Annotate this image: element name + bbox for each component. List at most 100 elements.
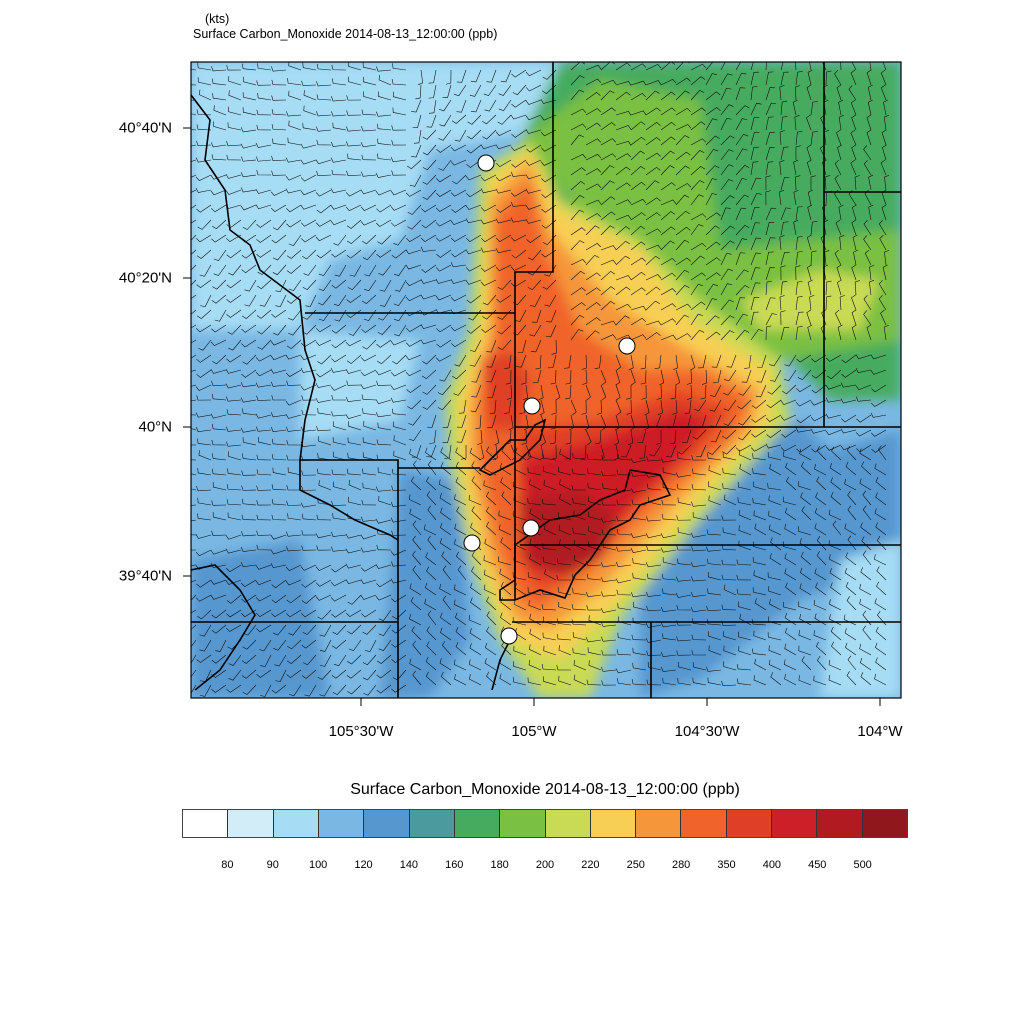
- wind-barb: [585, 183, 602, 191]
- wind-barb: [256, 109, 272, 116]
- wind-barb: [526, 144, 542, 153]
- wind-barb: [196, 324, 212, 333]
- wind-barb: [241, 339, 257, 348]
- wind-barb: [360, 204, 377, 211]
- wind-barb: [450, 144, 467, 152]
- wind-barb: [883, 99, 889, 116]
- wind-barb: [707, 453, 722, 461]
- wind-barb: [347, 437, 362, 446]
- wind-barb: [675, 107, 691, 116]
- wind-barb: [645, 137, 661, 146]
- wind-barb: [838, 99, 844, 116]
- wind-barb: [690, 562, 707, 568]
- wind-barb: [640, 354, 647, 370]
- wind-barb: [405, 339, 422, 347]
- wind-barb: [738, 631, 752, 641]
- colorbar-level-label: 280: [671, 859, 691, 871]
- wind-barb: [570, 123, 587, 131]
- wind-barb: [869, 279, 875, 296]
- wind-barb: [271, 66, 287, 72]
- wind-barb: [525, 129, 542, 134]
- wind-barb: [286, 111, 302, 117]
- wind-barb: [199, 639, 212, 652]
- wind-barb: [487, 414, 497, 428]
- wind-barb: [454, 674, 467, 686]
- wind-barb: [498, 556, 512, 566]
- wind-barb: [752, 648, 767, 656]
- wind-barb: [706, 619, 722, 626]
- wind-barb: [271, 684, 287, 694]
- wind-barb: [376, 669, 392, 679]
- wind-barb: [834, 309, 842, 326]
- wind-barb: [722, 467, 737, 476]
- axis-ticks: [183, 127, 881, 706]
- wind-barb: [839, 295, 845, 311]
- wind-barb: [690, 329, 705, 341]
- wind-barb: [480, 219, 497, 225]
- wind-barb: [426, 444, 437, 458]
- wind-barb: [585, 92, 601, 101]
- wind-barb: [498, 510, 512, 521]
- wind-barb: [841, 354, 857, 364]
- wind-barb: [331, 324, 347, 334]
- wind-barb: [510, 264, 527, 271]
- wind-barb: [570, 209, 585, 221]
- wind-barb: [617, 602, 632, 611]
- site-marker: [463, 534, 481, 552]
- wind-barb: [811, 354, 827, 363]
- wind-barb: [500, 477, 512, 491]
- wind-barb: [191, 594, 197, 601]
- wind-barb: [825, 397, 842, 403]
- wind-barb: [452, 174, 467, 185]
- wind-barb: [212, 482, 227, 491]
- wind-barb: [570, 89, 584, 101]
- wind-barb: [601, 529, 617, 536]
- wind-barb: [332, 684, 347, 695]
- wind-barb: [255, 564, 272, 570]
- wind-barb: [690, 180, 705, 191]
- wind-barb: [406, 234, 422, 242]
- wind-barb: [241, 324, 257, 333]
- wind-barb: [241, 470, 257, 476]
- wind-barb: [779, 130, 785, 146]
- wind-barb: [785, 462, 797, 476]
- wind-barb: [601, 680, 617, 686]
- wind-barb: [211, 66, 227, 72]
- wind-barb: [453, 384, 467, 396]
- wind-barb: [528, 659, 542, 671]
- wind-barb: [807, 324, 813, 341]
- wind-barb: [614, 444, 620, 461]
- wind-barb: [690, 213, 707, 221]
- wind-barb: [880, 69, 887, 86]
- wind-barb: [375, 219, 392, 227]
- wind-barb: [453, 84, 467, 97]
- wind-barb: [457, 565, 467, 581]
- wind-barb: [300, 354, 317, 361]
- wind-barb: [706, 546, 722, 552]
- wind-barb: [211, 500, 227, 506]
- wind-barb: [451, 114, 467, 124]
- wind-barb: [424, 598, 437, 611]
- wind-barb: [690, 138, 707, 146]
- wind-barb: [600, 607, 617, 613]
- wind-barb: [565, 429, 572, 445]
- wind-barb: [750, 267, 761, 281]
- wind-barb: [547, 354, 557, 369]
- wind-barb: [257, 436, 272, 446]
- wind-barb: [738, 601, 752, 611]
- wind-barb: [750, 117, 760, 131]
- wind-barb: [392, 354, 407, 365]
- wind-barb: [600, 225, 615, 236]
- wind-barb: [826, 369, 842, 380]
- wind-barb: [331, 639, 347, 649]
- wind-barb: [616, 546, 632, 552]
- colorbar-swatch: [636, 810, 682, 837]
- wind-barb: [645, 166, 661, 176]
- wind-barb: [375, 518, 392, 524]
- wind-barb: [615, 125, 632, 131]
- wind-barb: [315, 234, 332, 242]
- wind-barb: [286, 369, 302, 377]
- wind-barb: [816, 551, 827, 566]
- wind-barb: [196, 124, 212, 131]
- lat-tick-label: 40°40'N: [118, 119, 172, 137]
